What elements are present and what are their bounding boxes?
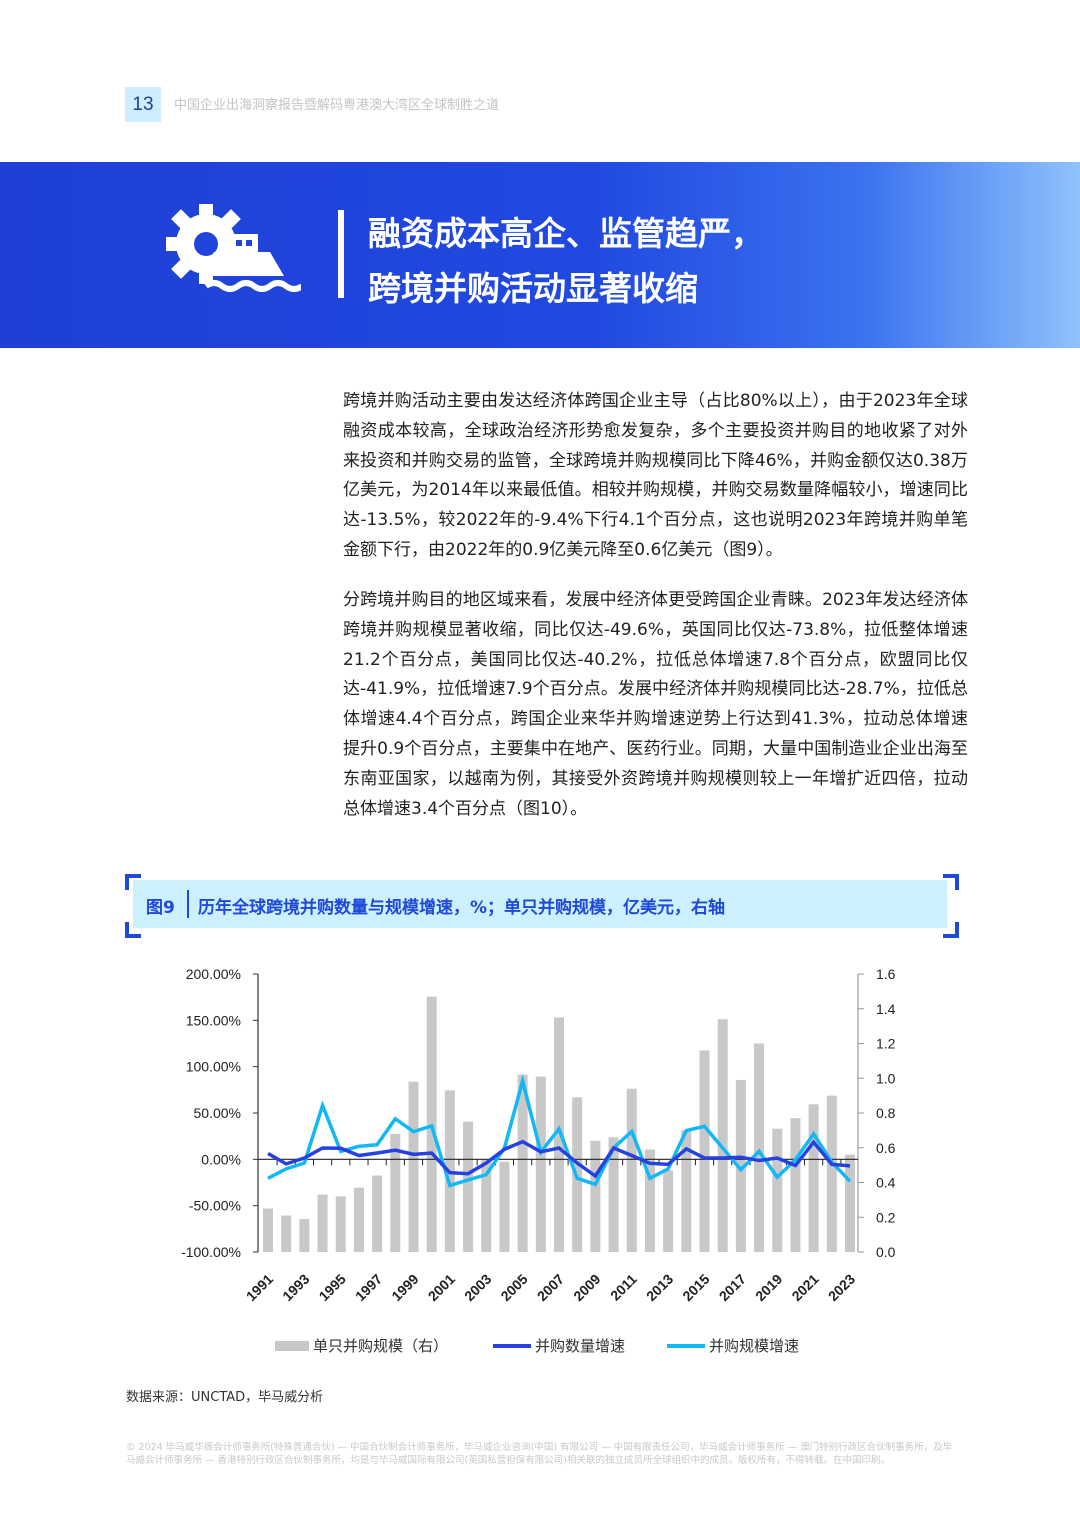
figure-label-divider [187, 890, 189, 918]
bar [499, 1161, 510, 1252]
bar [408, 1081, 419, 1252]
bar [263, 1208, 273, 1252]
bar [372, 1175, 383, 1252]
x-tick-label: 2023 [825, 1271, 858, 1304]
figure-label: 图9 [146, 898, 175, 918]
count-growth-line [267, 1139, 851, 1179]
x-tick-label: 2005 [497, 1271, 530, 1304]
legend-label: 单只并购规模（右） [313, 1337, 449, 1355]
x-tick-label: 2019 [752, 1271, 785, 1304]
section-banner: 融资成本高企、监管趋严， 跨境并购活动显著收缩 [0, 162, 1080, 348]
right-tick-label: 1.6 [876, 966, 896, 982]
left-tick-label: 200.00% [186, 966, 241, 982]
x-tick-label: 2003 [461, 1271, 494, 1304]
corner-bracket [943, 874, 959, 890]
right-tick-label: 0.2 [876, 1209, 896, 1225]
legend-swatch-count [493, 1343, 531, 1348]
page-number: 13 [125, 87, 161, 122]
data-source: 数据来源：UNCTAD，毕马威分析 [126, 1390, 324, 1405]
value-growth-line [267, 1074, 852, 1188]
left-tick-label: -50.00% [189, 1198, 241, 1214]
corner-bracket [125, 874, 141, 890]
body-paragraph-1: 跨境并购活动主要由发达经济体跨国企业主导（占比80%以上），由于2023年全球融… [343, 391, 968, 560]
right-tick-label: 1.2 [876, 1036, 896, 1052]
x-tick-label: 2011 [607, 1271, 640, 1304]
legend-swatch-value [667, 1343, 705, 1348]
right-tick-label: 0.6 [876, 1140, 896, 1156]
copyright-footer: © 2024 毕马威华振会计师事务所(特殊普通合伙) — 中国合伙制会计师事务所… [126, 1442, 953, 1466]
bar [699, 1050, 710, 1252]
banner-divider [338, 210, 344, 298]
bar [808, 1104, 819, 1252]
x-tick-label: 2017 [716, 1271, 749, 1304]
x-tick-label: 1997 [352, 1271, 385, 1304]
bar [663, 1170, 674, 1252]
right-tick-label: 1.4 [876, 1001, 896, 1017]
left-tick-label: 150.00% [186, 1012, 241, 1028]
right-tick-label: 0.8 [876, 1105, 896, 1121]
bar [353, 1187, 364, 1252]
bar [644, 1149, 655, 1252]
right-tick-label: 1.0 [876, 1070, 896, 1086]
section-title: 融资成本高企、监管趋严， 跨境并购活动显著收缩 [368, 206, 764, 316]
bar [626, 1088, 637, 1252]
x-tick-label: 1991 [243, 1271, 276, 1304]
bar [517, 1074, 528, 1252]
bar [826, 1095, 837, 1252]
x-tick-label: 1995 [316, 1271, 349, 1304]
bar [735, 1079, 746, 1252]
bar [281, 1215, 292, 1252]
x-tick-label: 1999 [388, 1271, 421, 1304]
legend-item-count: 并购数量增速 [493, 1335, 625, 1356]
bar [790, 1118, 801, 1252]
bar [554, 1017, 564, 1252]
bar [299, 1218, 310, 1252]
bar [463, 1121, 474, 1252]
legend-label: 并购规模增速 [709, 1337, 800, 1355]
legend-item-value: 并购规模增速 [667, 1335, 799, 1356]
x-tick-label: 1993 [279, 1271, 312, 1304]
legend-item-bar: 单只并购规模（右） [275, 1335, 448, 1356]
bar [772, 1128, 783, 1252]
bar [845, 1154, 855, 1252]
left-tick-label: -100.00% [181, 1244, 241, 1260]
body-paragraph-2: 分跨境并购目的地区域来看，发展中经济体更受跨国企业青睐。2023年发达经济体跨境… [343, 590, 968, 819]
x-tick-label: 2013 [643, 1271, 676, 1304]
x-tick-label: 2021 [788, 1271, 821, 1304]
section-title-line1: 融资成本高企、监管趋严， [368, 214, 764, 253]
bar [608, 1137, 619, 1252]
right-tick-label: 0.0 [876, 1244, 896, 1260]
x-tick-label: 2007 [534, 1271, 567, 1304]
running-title: 中国企业出海洞察报告暨解码粤港澳大湾区全球制胜之道 [174, 98, 500, 113]
figure-title-box [133, 880, 947, 928]
section-title-line2: 跨境并购活动显著收缩 [368, 269, 698, 308]
bar [681, 1130, 692, 1252]
bar [754, 1043, 765, 1252]
right-tick-label: 0.4 [876, 1175, 896, 1191]
x-tick-label: 2009 [570, 1271, 603, 1304]
x-tick-label: 2015 [679, 1271, 712, 1304]
legend-label: 并购数量增速 [535, 1337, 626, 1355]
chart: 200.00% 150.00% 100.00% 50.00% 0.00% -50.00% -… [181, 966, 896, 1304]
bar [317, 1194, 328, 1252]
bar [481, 1159, 492, 1252]
corner-bracket [125, 922, 141, 938]
corner-bracket [943, 922, 959, 938]
bar [390, 1133, 401, 1252]
bar [535, 1076, 546, 1252]
figure-title: 历年全球跨境并购数量与规模增速，%；单只并购规模，亿美元，右轴 [198, 898, 726, 918]
bar [717, 1019, 728, 1252]
bar [335, 1196, 346, 1252]
x-tick-label: 2001 [425, 1271, 458, 1304]
left-tick-label: 50.00% [194, 1105, 241, 1121]
left-tick-label: 0.00% [201, 1151, 241, 1167]
legend-swatch-bar [275, 1340, 309, 1351]
left-tick-label: 100.00% [186, 1059, 241, 1075]
gear-ship-icon [166, 204, 301, 292]
bar [590, 1140, 601, 1252]
